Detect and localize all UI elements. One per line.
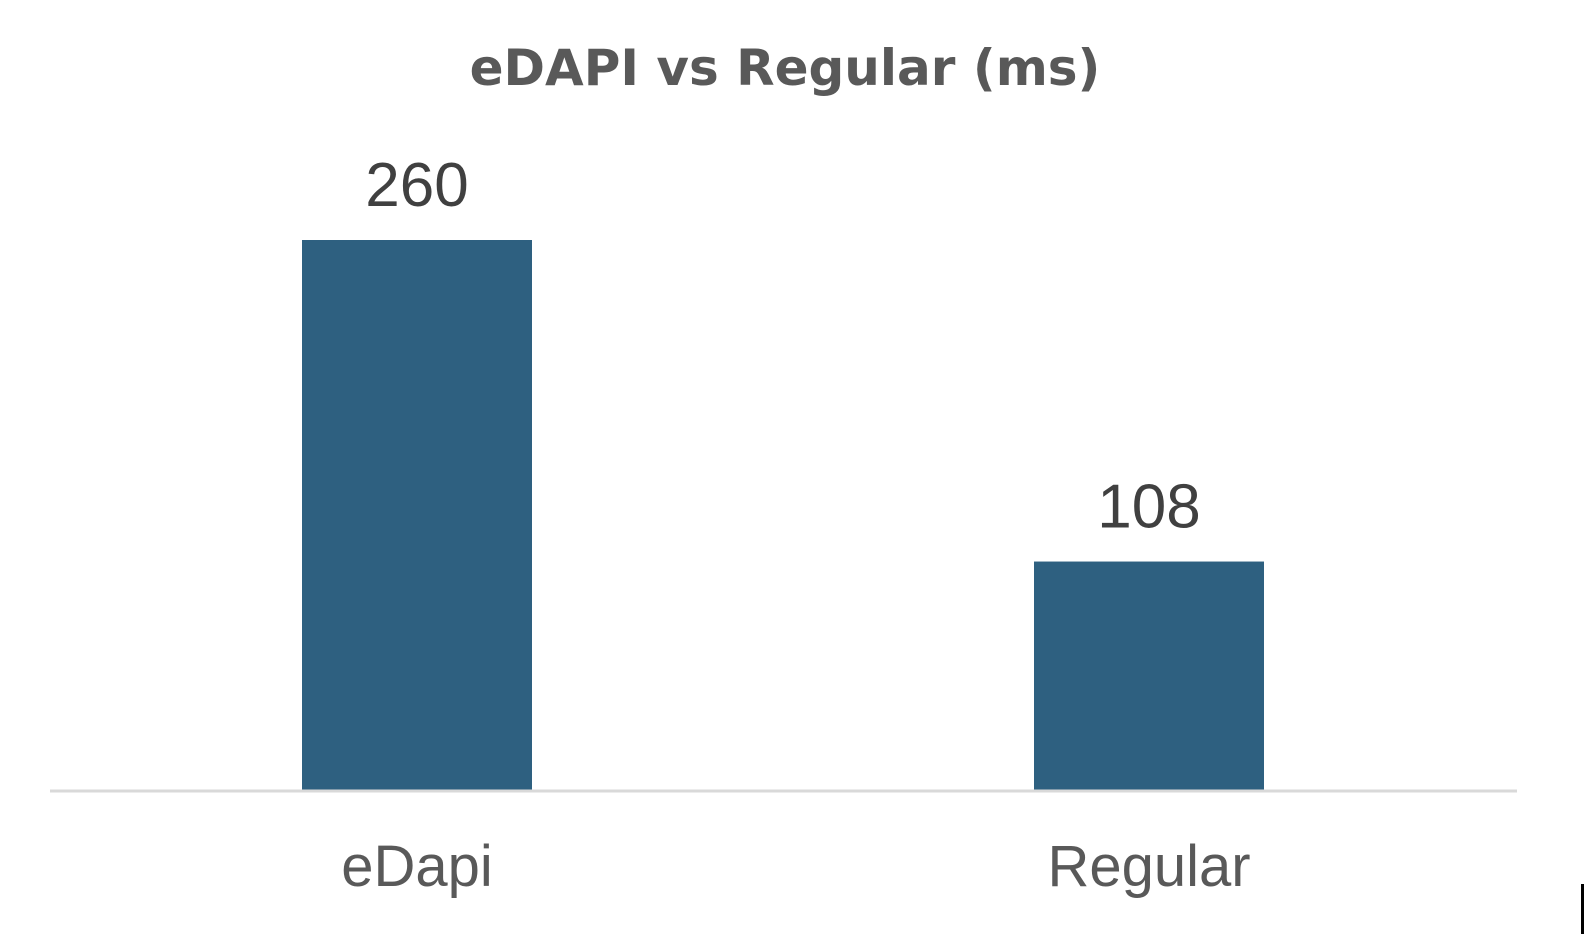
- category-label-regular: Regular: [1047, 834, 1250, 899]
- labels-layer: 260 eDapi 108 Regular: [341, 151, 1250, 899]
- category-label-edapi: eDapi: [341, 834, 493, 899]
- bars-layer: [302, 240, 1264, 790]
- data-label-edapi: 260: [365, 151, 468, 220]
- bar-regular: [1034, 561, 1264, 790]
- data-label-regular: 108: [1097, 473, 1200, 542]
- text-cursor: [1581, 884, 1584, 934]
- chart-title: eDAPI vs Regular (ms): [470, 39, 1101, 97]
- bar-edapi: [302, 240, 532, 790]
